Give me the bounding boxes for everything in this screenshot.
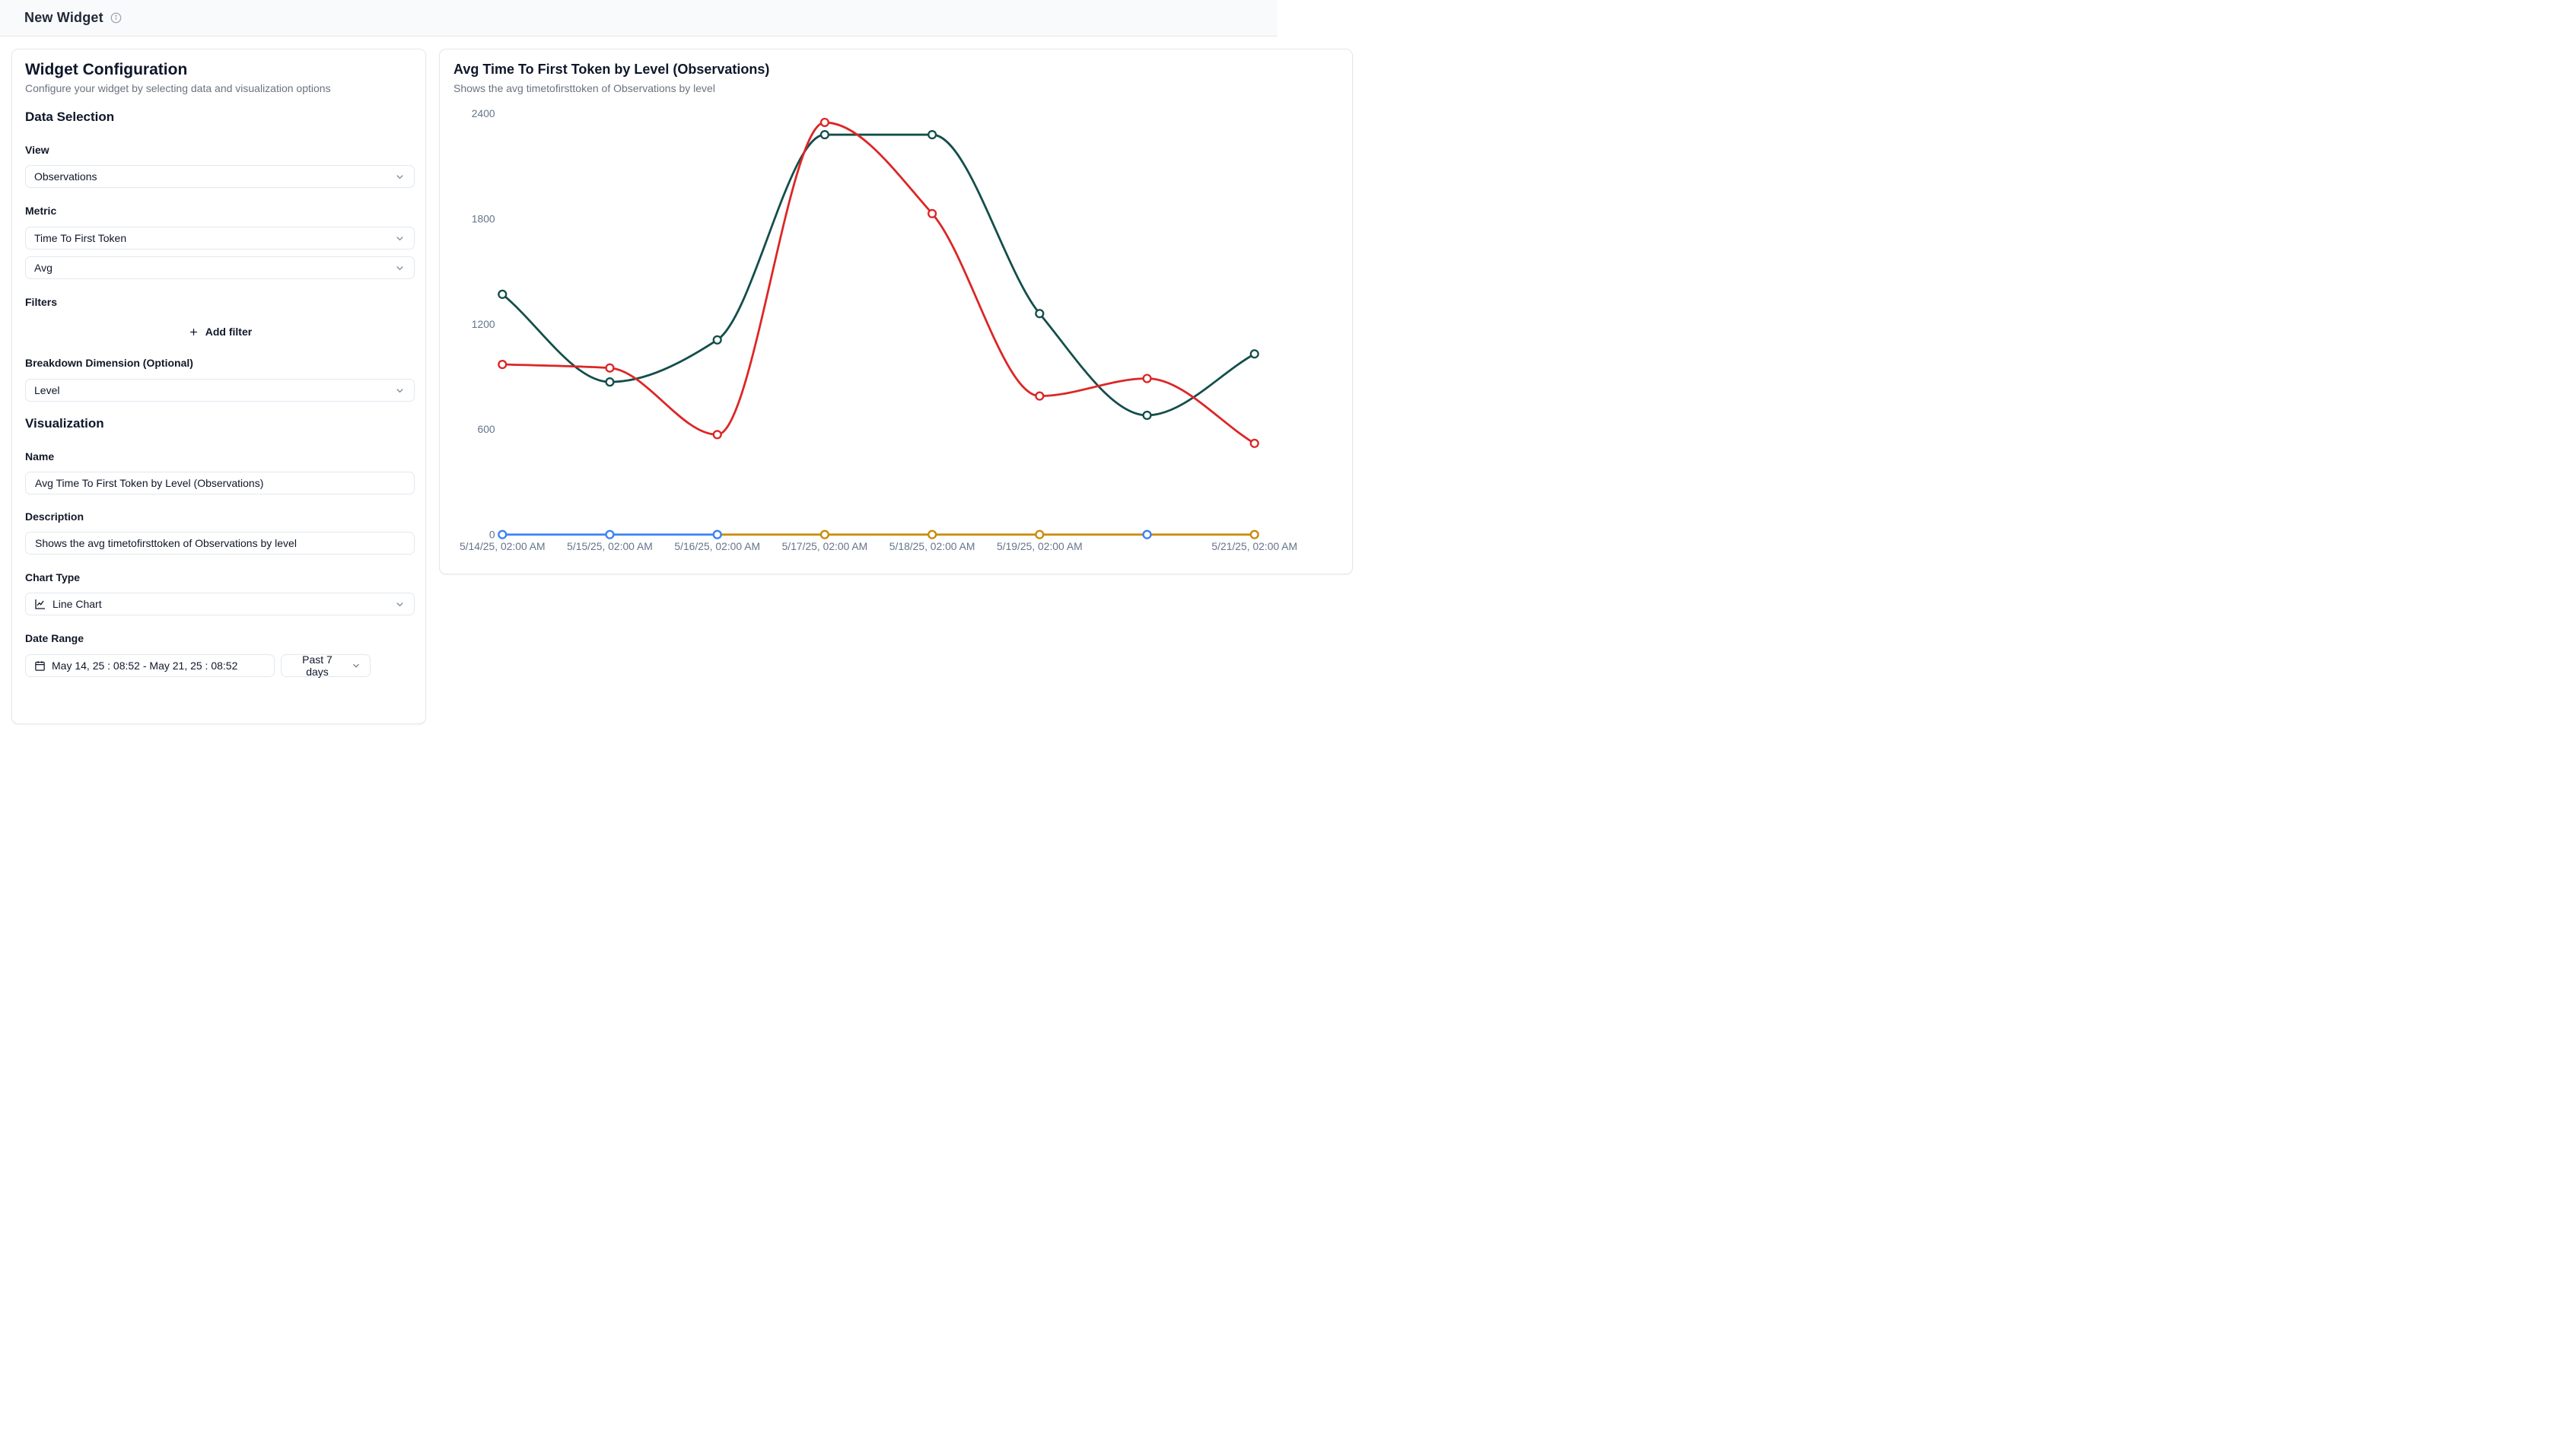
chevron-down-icon [394, 233, 406, 244]
description-label: Description [25, 510, 84, 523]
data-point-level-red[interactable] [498, 359, 508, 370]
data-point-level-teal[interactable] [1249, 349, 1259, 359]
data-point-level-blue[interactable] [498, 529, 508, 539]
widget-configuration-panel: Widget Configuration Configure your widg… [11, 49, 426, 724]
widget-name-input[interactable] [25, 472, 415, 494]
data-point-level-orange[interactable] [1035, 529, 1045, 539]
data-point-level-teal[interactable] [712, 335, 722, 345]
config-panel-subtitle: Configure your widget by selecting data … [25, 82, 331, 94]
aggregation-select[interactable]: Avg [25, 256, 415, 279]
data-point-level-red[interactable] [1249, 438, 1259, 448]
data-point-level-teal[interactable] [605, 377, 615, 387]
data-point-level-teal[interactable] [928, 129, 937, 140]
series-line-level-red [501, 121, 1256, 445]
data-point-level-blue[interactable] [712, 529, 722, 539]
name-label: Name [25, 450, 55, 463]
x-axis-tick-label: 5/21/25, 02:00 AM [1211, 540, 1297, 552]
chevron-down-icon [394, 262, 406, 274]
data-point-level-red[interactable] [819, 117, 830, 128]
visualization-heading: Visualization [25, 416, 104, 431]
data-point-level-teal[interactable] [819, 129, 830, 140]
breakdown-select-value: Level [34, 384, 60, 396]
line-chart-icon [34, 598, 46, 610]
data-point-level-teal[interactable] [498, 289, 508, 299]
add-filter-label: Add filter [205, 326, 253, 338]
config-panel-title: Widget Configuration [25, 61, 188, 78]
chart-type-label: Chart Type [25, 571, 81, 583]
metric-select[interactable]: Time To First Token [25, 227, 415, 250]
view-select-value: Observations [34, 170, 97, 183]
date-range-label: Date Range [25, 632, 84, 644]
data-point-level-blue[interactable] [605, 529, 615, 539]
data-point-level-red[interactable] [928, 208, 937, 218]
add-filter-button[interactable]: Add filter [25, 320, 415, 343]
plus-icon [188, 326, 199, 338]
chevron-down-icon [394, 171, 406, 183]
view-label: View [25, 144, 49, 156]
y-axis-tick-label: 2400 [472, 107, 495, 119]
data-point-level-orange[interactable] [819, 529, 830, 539]
x-axis-tick-label: 5/18/25, 02:00 AM [889, 540, 975, 552]
metric-label: Metric [25, 205, 57, 217]
x-axis-tick-label: 5/14/25, 02:00 AM [460, 540, 546, 552]
date-range-value: May 14, 25 : 08:52 - May 21, 25 : 08:52 [52, 660, 238, 672]
top-header: New Widget [0, 0, 1278, 37]
data-point-level-red[interactable] [1142, 374, 1152, 383]
x-axis-tick-label: 5/17/25, 02:00 AM [782, 540, 868, 552]
breakdown-dimension-label: Breakdown Dimension (Optional) [25, 357, 193, 369]
chart-subtitle: Shows the avg timetofirsttoken of Observ… [453, 82, 715, 94]
chevron-down-icon [394, 599, 406, 610]
chart-preview-panel: 0 600 1200 1800 2400 5/14/25, 02:00 AM 5/15/25… [439, 49, 1353, 574]
data-point-level-orange[interactable] [1249, 529, 1259, 539]
data-point-level-blue[interactable] [1142, 529, 1152, 539]
info-icon[interactable] [110, 12, 122, 24]
chart-type-select-value: Line Chart [52, 598, 102, 610]
date-preset-select[interactable]: Past 7 days [281, 653, 371, 678]
page-title: New Widget [24, 10, 103, 25]
filters-label: Filters [25, 296, 58, 308]
chevron-down-icon [351, 660, 361, 671]
data-point-level-red[interactable] [1035, 391, 1045, 401]
y-axis-tick-label: 600 [478, 423, 495, 435]
series-line-level-teal [501, 133, 1256, 417]
data-point-level-teal[interactable] [1142, 410, 1152, 421]
metric-select-value: Time To First Token [34, 232, 127, 244]
x-axis-tick-label: 5/16/25, 02:00 AM [674, 540, 760, 552]
x-axis-tick-label: 5/19/25, 02:00 AM [997, 540, 1083, 552]
chevron-down-icon [394, 385, 406, 396]
y-axis-tick-label: 1800 [472, 213, 495, 225]
line-chart: 0 600 1200 1800 2400 5/14/25, 02:00 AM 5/15/25… [460, 107, 1297, 552]
widget-description-input[interactable] [25, 532, 415, 555]
data-point-level-teal[interactable] [1035, 309, 1045, 319]
aggregation-select-value: Avg [34, 262, 52, 274]
calendar-icon [34, 660, 46, 672]
view-select[interactable]: Observations [25, 165, 415, 188]
x-axis-tick-label: 5/15/25, 02:00 AM [567, 540, 653, 552]
data-point-level-orange[interactable] [928, 529, 937, 539]
chart-title: Avg Time To First Token by Level (Observ… [453, 62, 770, 77]
data-point-level-red[interactable] [605, 363, 615, 373]
y-axis-tick-label: 0 [489, 529, 495, 541]
chart-type-select[interactable]: Line Chart [25, 593, 415, 615]
y-axis-tick-label: 1200 [472, 318, 495, 330]
data-selection-heading: Data Selection [25, 110, 115, 124]
breakdown-dimension-select[interactable]: Level [25, 379, 415, 402]
date-preset-value: Past 7 days [302, 653, 332, 678]
data-point-level-red[interactable] [712, 430, 722, 440]
date-range-button[interactable]: May 14, 25 : 08:52 - May 21, 25 : 08:52 [25, 654, 275, 677]
